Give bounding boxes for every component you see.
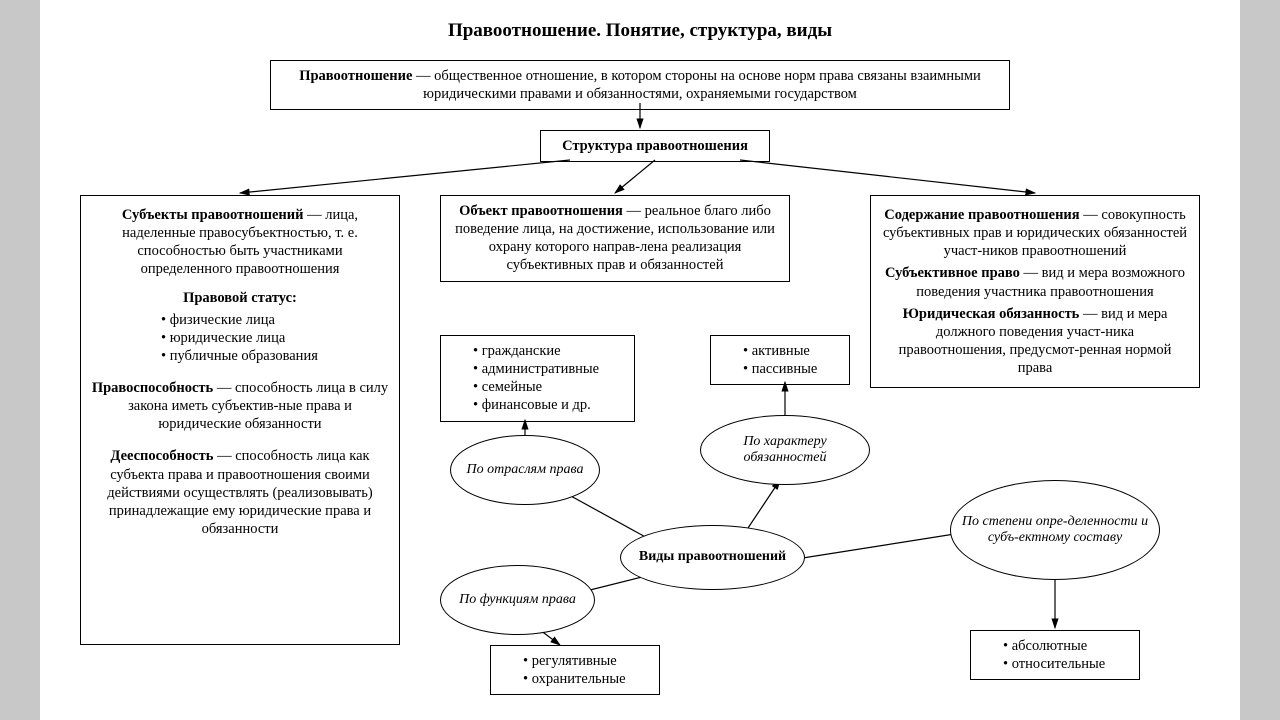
- object-box: Объект правоотношения — реальное благо л…: [440, 195, 790, 282]
- content-term1: Содержание правоотношения: [884, 207, 1079, 223]
- types-center-label: Виды правоотношений: [639, 549, 786, 565]
- definition-text: — общественное отношение, в котором стор…: [412, 68, 980, 102]
- object-term: Объект правоотношения: [459, 203, 623, 219]
- definiteness-items-box: абсолютные относительные: [970, 630, 1140, 680]
- page-title: Правоотношение. Понятие, структура, виды: [40, 20, 1240, 42]
- branches-items-box: гражданские административные семейные фи…: [440, 335, 635, 422]
- definition-box: Правоотношение — общественное отношение,…: [270, 60, 1010, 110]
- duties-ellipse: По характеру обязанностей: [700, 415, 870, 485]
- capacity-term: Правоспособность: [92, 380, 213, 396]
- subjects-term: Субъекты правоотношений: [122, 207, 304, 223]
- content-term2: Субъективное право: [885, 265, 1020, 281]
- definiteness-label: По степени опре-деленности и субъ-ектном…: [955, 514, 1155, 546]
- structure-label: Структура правоотношения: [562, 138, 748, 154]
- duty-item: активные: [743, 342, 839, 360]
- duties-items-box: активные пассивные: [710, 335, 850, 385]
- functions-label: По функциям права: [459, 592, 576, 608]
- status-label: Правовой статус:: [183, 290, 297, 306]
- definition-term: Правоотношение: [299, 68, 412, 84]
- structure-box: Структура правоотношения: [540, 130, 770, 162]
- def-item: относительные: [1003, 655, 1129, 673]
- diagram-page: Правоотношение. Понятие, структура, виды…: [40, 0, 1240, 720]
- types-center-ellipse: Виды правоотношений: [620, 525, 805, 590]
- function-item: охранительные: [523, 670, 649, 688]
- definiteness-ellipse: По степени опре-деленности и субъ-ектном…: [950, 480, 1160, 580]
- status-item: физические лица: [161, 311, 341, 329]
- branch-item: семейные: [473, 378, 624, 396]
- content-term3: Юридическая обязанность: [903, 306, 1080, 322]
- competence-term: Дееспособность: [110, 448, 213, 464]
- duty-item: пассивные: [743, 360, 839, 378]
- branches-label: По отраслям права: [467, 462, 584, 478]
- function-item: регулятивные: [523, 652, 649, 670]
- status-item: юридические лица: [161, 329, 341, 347]
- functions-items-box: регулятивные охранительные: [490, 645, 660, 695]
- status-item: публичные образования: [161, 347, 341, 365]
- subjects-box: Субъекты правоотношений — лица, наделенн…: [80, 195, 400, 645]
- branches-ellipse: По отраслям права: [450, 435, 600, 505]
- content-box: Содержание правоотношения — совокупность…: [870, 195, 1200, 388]
- duties-label: По характеру обязанностей: [705, 434, 865, 466]
- def-item: абсолютные: [1003, 637, 1129, 655]
- branch-item: гражданские: [473, 342, 624, 360]
- branch-item: финансовые и др.: [473, 396, 624, 414]
- functions-ellipse: По функциям права: [440, 565, 595, 635]
- branch-item: административные: [473, 360, 624, 378]
